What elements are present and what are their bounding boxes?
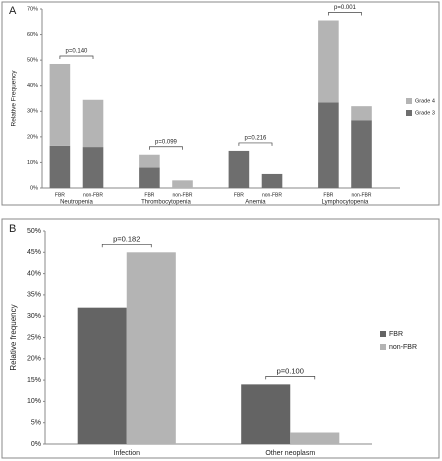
group-label: Thrombocytopenia	[141, 200, 191, 206]
bracket	[328, 12, 362, 16]
y-tick-label: 45%	[27, 249, 41, 256]
annotation: p=0.001	[334, 5, 357, 11]
y-tick-label: 35%	[27, 292, 41, 299]
bar-segment	[49, 145, 71, 188]
y-tick-label: 0%	[31, 441, 41, 448]
legend-swatch	[406, 98, 412, 104]
x-tick-label: FBR	[144, 192, 154, 198]
bar-segment	[228, 150, 250, 188]
y-tick-label: 15%	[27, 377, 41, 384]
bar-segment	[351, 120, 372, 188]
y-axis-label: Relative Frequency	[11, 70, 18, 127]
bracket	[101, 243, 152, 248]
x-tick-label: non-FBR	[83, 192, 103, 198]
y-axis-label: Relative frequency	[9, 304, 18, 370]
legend-label: Grade 4	[415, 98, 435, 104]
bar	[77, 307, 127, 444]
bracket	[149, 146, 183, 150]
y-tick-label: 20%	[27, 356, 41, 363]
y-tick-label: 5%	[31, 420, 41, 427]
panel-frame	[1, 1, 440, 206]
bar-segment	[318, 102, 339, 188]
panel-label: A	[9, 5, 17, 17]
group-label: Anemia	[245, 200, 266, 206]
annotation: p=0.100	[277, 366, 304, 375]
y-tick-label: 10%	[27, 398, 41, 405]
annotation: p=0.182	[113, 234, 140, 243]
y-tick-label: 30%	[27, 109, 38, 115]
x-tick-label: Other neoplasm	[265, 450, 315, 457]
bar-segment	[351, 106, 372, 121]
panel-frame	[1, 218, 440, 459]
group-label: Lymphocytopenia	[322, 200, 369, 206]
x-tick-label: Infection	[114, 450, 141, 457]
annotation: p=0.140	[66, 49, 89, 55]
legend-swatch	[380, 331, 386, 337]
annotation: p=0.099	[155, 139, 178, 145]
y-tick-label: 10%	[27, 160, 38, 166]
bracket	[265, 376, 316, 380]
y-tick-label: 40%	[27, 270, 41, 277]
y-tick-label: 20%	[27, 134, 38, 140]
bar-segment	[82, 147, 104, 188]
y-tick-label: 70%	[27, 6, 38, 12]
legend-label: Grade 3	[415, 110, 435, 116]
legend-swatch	[406, 110, 412, 116]
legend-label: non-FBR	[389, 344, 417, 351]
y-tick-label: 40%	[27, 83, 38, 89]
bar-segment	[139, 154, 160, 168]
bar-segment	[172, 180, 193, 188]
y-tick-label: 50%	[27, 228, 41, 235]
y-tick-label: 30%	[27, 313, 41, 320]
y-tick-label: 0%	[30, 185, 38, 191]
x-tick-label: FBR	[55, 192, 65, 198]
bar	[241, 384, 291, 444]
x-tick-label: FBR	[323, 192, 333, 198]
legend-swatch	[380, 344, 386, 350]
legend-label: FBR	[389, 331, 403, 338]
annotation: p=0.216	[245, 135, 268, 141]
bracket	[59, 55, 94, 59]
bar	[126, 252, 176, 444]
bar-segment	[139, 167, 160, 188]
bar-segment	[82, 99, 104, 148]
y-tick-label: 60%	[27, 32, 38, 38]
bar-segment	[49, 63, 71, 146]
x-tick-label: non-FBR	[173, 192, 193, 198]
y-tick-label: 50%	[27, 58, 38, 64]
bar-segment	[318, 20, 339, 103]
x-tick-label: non-FBR	[352, 192, 372, 198]
group-label: Neutropenia	[60, 200, 93, 206]
x-tick-label: FBR	[234, 192, 244, 198]
bracket	[238, 142, 273, 146]
bar	[290, 432, 340, 444]
y-tick-label: 25%	[27, 334, 41, 341]
x-tick-label: non-FBR	[262, 192, 282, 198]
bar-segment	[261, 173, 283, 188]
panel-label: B	[9, 223, 16, 235]
